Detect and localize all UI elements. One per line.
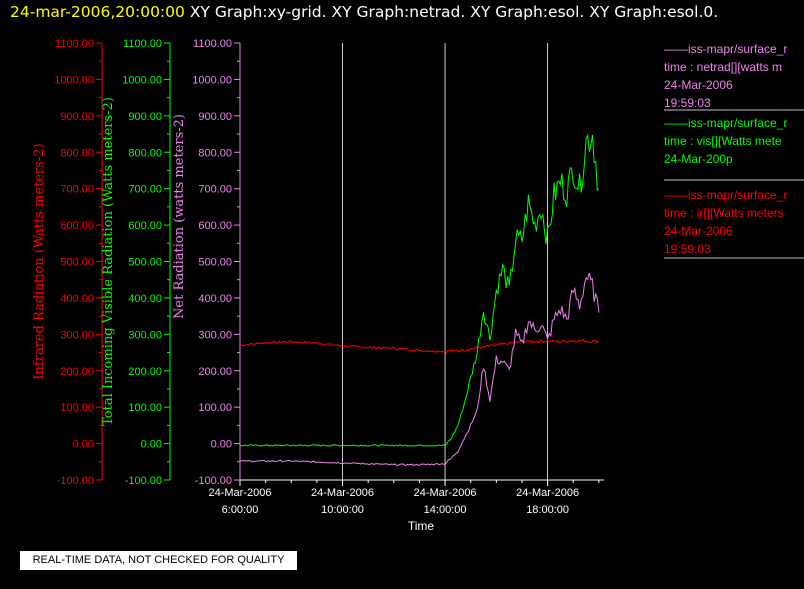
legend-source: ——iss-mapr/surface_r: [664, 188, 788, 202]
y-tick-label: 800.00: [128, 147, 162, 159]
y-tick-label: 1100.00: [123, 38, 162, 50]
legend-source: ——iss-mapr/surface_r: [664, 42, 788, 56]
legend-field: time : vis[][Watts mete: [664, 134, 782, 148]
x-tick-label-date: 24-Mar-2006: [414, 487, 477, 499]
legend-date: 24-Mar-200p: [664, 152, 733, 166]
x-tick-label-date: 24-Mar-2006: [516, 487, 579, 499]
y-tick-label: 700.00: [128, 184, 162, 196]
title-graph-list: XY Graph:xy-grid. XY Graph:netrad. XY Gr…: [189, 3, 719, 21]
y-tick-label: 500.00: [60, 257, 94, 269]
quality-notice: REAL-TIME DATA, NOT CHECKED FOR QUALITY: [20, 551, 297, 570]
y-tick-label: 700.00: [60, 184, 94, 196]
legend-date: 24-Mar-2006: [664, 224, 733, 238]
y-tick-label: -100.00: [195, 475, 232, 487]
y-tick-label: 300.00: [128, 329, 162, 341]
y-tick-label: 0.00: [141, 439, 162, 451]
y-tick-label: 600.00: [128, 220, 162, 232]
y-tick-label: 100.00: [60, 402, 94, 414]
y-tick-label: 1000.00: [122, 74, 162, 86]
legend-time: 19:59:03: [664, 242, 711, 256]
y-tick-label: 1100.00: [55, 38, 94, 50]
y-tick-label: 400.00: [60, 293, 94, 305]
x-tick-label-time: 10:00:00: [321, 504, 364, 516]
series-line-ir: [239, 338, 599, 354]
legend-time: 19:59:03: [664, 96, 711, 110]
y-tick-label: 100.00: [198, 402, 232, 414]
x-tick-label-date: 24-Mar-2006: [311, 487, 374, 499]
legend-field: time : ir[][Watts meters: [664, 206, 784, 220]
series-line-netrad: [239, 272, 600, 466]
y-tick-label: 600.00: [60, 220, 94, 232]
y-tick-label: 800.00: [60, 147, 94, 159]
y-axis-label: Net Radiation (watts meters-2): [172, 114, 187, 319]
x-axis-label: Time: [408, 519, 435, 533]
y-axis-label: Total Incoming Visible Radiation (Watts …: [101, 97, 116, 426]
y-tick-label: 0.00: [73, 439, 94, 451]
y-tick-label: 800.00: [198, 147, 232, 159]
y-tick-label: 500.00: [128, 257, 162, 269]
chart-title: 24-mar-2006,20:00:00 XY Graph:xy-grid. X…: [10, 3, 718, 21]
y-tick-label: 600.00: [198, 220, 232, 232]
x-tick-label-time: 18:00:00: [526, 504, 569, 516]
y-tick-label: 1000.00: [54, 74, 94, 86]
y-tick-label: 400.00: [128, 293, 162, 305]
x-tick-label-date: 24-Mar-2006: [209, 487, 272, 499]
y-tick-label: 200.00: [198, 366, 232, 378]
y-tick-label: 200.00: [60, 366, 94, 378]
y-tick-label: 1100.00: [193, 38, 232, 50]
y-tick-label: 300.00: [198, 329, 232, 341]
title-datetime: 24-mar-2006,20:00:00: [10, 3, 185, 21]
y-tick-label: -100.00: [57, 475, 94, 487]
series-line-vis: [239, 133, 600, 447]
x-tick-label-time: 14:00:00: [424, 504, 467, 516]
legend-entry-vis: ——iss-mapr/surface_r time : vis[][Watts …: [664, 114, 787, 168]
legend-date: 24-Mar-2006: [664, 78, 733, 92]
x-tick-label-time: 6:00:00: [222, 504, 259, 516]
y-tick-label: 100.00: [128, 402, 162, 414]
legend-source: ——iss-mapr/surface_r: [664, 116, 788, 130]
y-tick-label: 400.00: [198, 293, 232, 305]
legend-entry-netrad: ——iss-mapr/surface_r time : netrad[][wat…: [664, 40, 787, 112]
y-tick-label: 300.00: [60, 329, 94, 341]
y-axis-label: Infrared Radiation (Watts meters-2): [32, 143, 47, 379]
y-tick-label: 1000.00: [192, 74, 232, 86]
y-tick-label: 900.00: [128, 111, 162, 123]
y-tick-label: 900.00: [198, 111, 232, 123]
legend-field: time : netrad[][watts m: [664, 60, 783, 74]
y-tick-label: 200.00: [128, 366, 162, 378]
y-tick-label: 500.00: [198, 257, 232, 269]
y-tick-label: 0.00: [211, 439, 232, 451]
legend-entry-ir: ——iss-mapr/surface_r time : ir[][Watts m…: [664, 186, 787, 258]
y-tick-label: -100.00: [125, 475, 162, 487]
y-tick-label: 900.00: [60, 111, 94, 123]
y-tick-label: 700.00: [198, 184, 232, 196]
